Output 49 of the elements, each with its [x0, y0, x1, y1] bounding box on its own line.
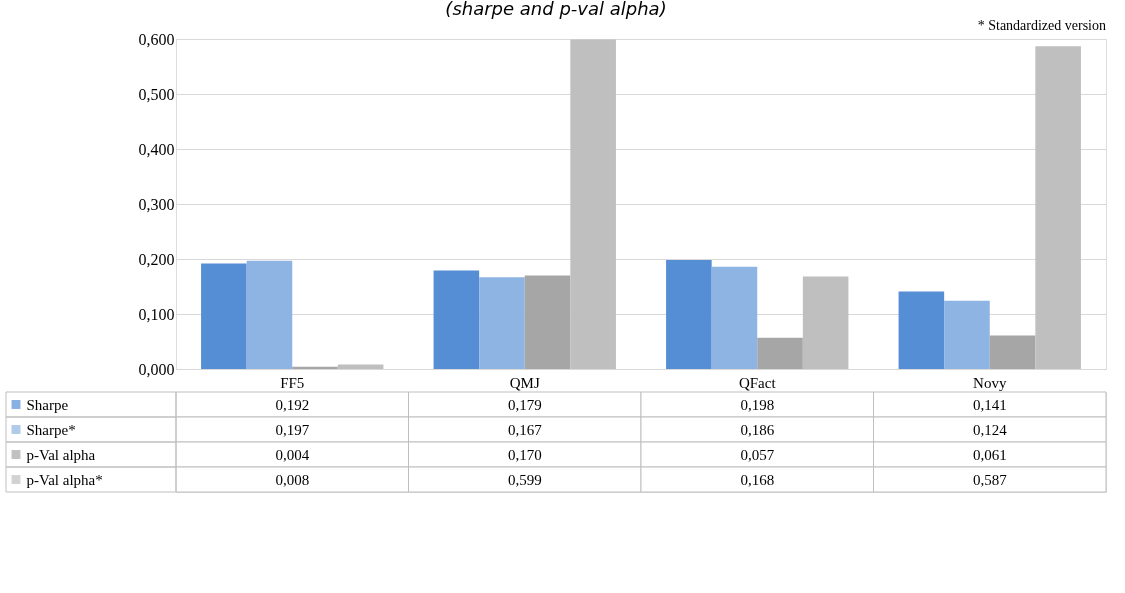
y-tick-label: 0,600 [138, 30, 175, 48]
text: * Standardized version [977, 18, 1106, 33]
bar [433, 270, 480, 369]
x-tick-label: FF5 [280, 374, 305, 391]
bar [666, 260, 712, 369]
bar [989, 335, 1036, 369]
chart-title: (sharpe and p-val alpha) [445, 0, 667, 19]
legend-label: Sharpe* [26, 421, 76, 438]
data-label: 0,061 [972, 446, 1007, 463]
data-label: 0,168 [740, 471, 775, 488]
bar [292, 366, 338, 369]
x-tick-label: Novy [973, 374, 1007, 391]
bar [757, 337, 803, 369]
y-tick-label: 0,500 [138, 85, 175, 103]
bar [944, 300, 990, 369]
y-tick-label: 0,400 [138, 140, 175, 158]
bar [246, 260, 293, 369]
data-label: 0,179 [507, 396, 542, 413]
data-label: 0,057 [740, 446, 775, 463]
y-tick-label: 0,000 [138, 360, 175, 378]
data-label: 0,192 [275, 396, 310, 413]
x-tick-label: QFact [738, 374, 777, 391]
data-label: 0,004 [275, 446, 310, 463]
bar [201, 263, 247, 369]
bar [337, 364, 384, 369]
bar [711, 266, 758, 369]
legend-label: Sharpe [26, 396, 69, 413]
y-tick-label: 0,100 [138, 305, 175, 323]
bar [479, 277, 525, 369]
legend-label: p-Val alpha* [26, 471, 103, 488]
x-tick-label: QMJ [509, 374, 540, 391]
data-label: 0,170 [507, 446, 542, 463]
data-label: 0,141 [972, 396, 1007, 413]
y-tick-label: 0,200 [138, 250, 175, 268]
legend-label: p-Val alpha [26, 446, 96, 463]
bar [1035, 46, 1081, 369]
bar [898, 291, 945, 369]
data-label: 0,008 [275, 471, 310, 488]
data-label: 0,124 [972, 421, 1008, 438]
data-label: 0,198 [740, 396, 775, 413]
data-label: 0,186 [740, 421, 775, 438]
bar [524, 275, 571, 369]
data-label: 0,587 [972, 471, 1008, 488]
data-label: 0,197 [275, 421, 310, 438]
data-label: 0,167 [507, 421, 543, 438]
bar [802, 276, 849, 369]
y-tick-label: 0,300 [138, 195, 175, 213]
bar [570, 39, 616, 369]
data-label: 0,599 [507, 471, 542, 488]
